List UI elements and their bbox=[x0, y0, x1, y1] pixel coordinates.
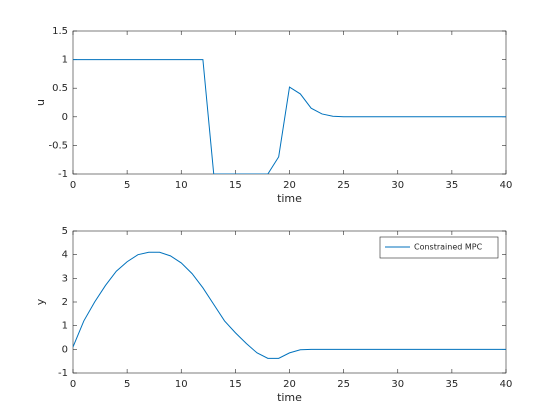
x-tick-label: 15 bbox=[229, 379, 242, 390]
y-axis-label: u bbox=[34, 99, 47, 106]
y-tick-label: -1 bbox=[58, 169, 68, 180]
x-tick-label: 35 bbox=[446, 180, 459, 191]
x-tick-label: 10 bbox=[175, 180, 188, 191]
x-tick-label: 20 bbox=[283, 180, 296, 191]
y-tick-label: 1.5 bbox=[52, 26, 68, 37]
x-axis-label: time bbox=[277, 391, 302, 404]
y-tick-label: 0 bbox=[62, 344, 68, 355]
series-line bbox=[73, 59, 506, 174]
x-tick-label: 10 bbox=[175, 379, 188, 390]
y-tick-label: 3 bbox=[62, 273, 68, 284]
legend-label: Constrained MPC bbox=[414, 243, 483, 252]
x-tick-label: 25 bbox=[337, 180, 350, 191]
x-tick-label: 5 bbox=[124, 180, 130, 191]
x-tick-label: 0 bbox=[70, 379, 76, 390]
y-tick-label: 2 bbox=[62, 297, 68, 308]
x-tick-label: 35 bbox=[446, 379, 459, 390]
x-tick-label: 25 bbox=[337, 379, 350, 390]
axes-box bbox=[72, 30, 507, 175]
x-axis-label: time bbox=[277, 192, 302, 205]
x-tick-label: 40 bbox=[500, 180, 513, 191]
y-tick-label: 0 bbox=[62, 112, 68, 123]
series-line bbox=[73, 251, 506, 359]
y-tick-label: -1 bbox=[58, 368, 68, 379]
y-tick-label: 0.5 bbox=[52, 83, 68, 94]
y-tick-label: 4 bbox=[62, 250, 68, 261]
legend-box bbox=[379, 236, 499, 259]
y-tick-label: -0.5 bbox=[48, 140, 68, 151]
y-axis-label: y bbox=[34, 298, 47, 305]
x-tick-label: 30 bbox=[391, 180, 404, 191]
x-tick-label: 5 bbox=[124, 379, 130, 390]
y-tick-label: 5 bbox=[62, 226, 68, 237]
x-tick-label: 0 bbox=[70, 180, 76, 191]
x-tick-label: 30 bbox=[391, 379, 404, 390]
y-tick-label: 1 bbox=[62, 321, 68, 332]
y-tick-label: 1 bbox=[62, 55, 68, 66]
x-tick-label: 15 bbox=[229, 180, 242, 191]
x-tick-label: 40 bbox=[500, 379, 513, 390]
x-tick-label: 20 bbox=[283, 379, 296, 390]
